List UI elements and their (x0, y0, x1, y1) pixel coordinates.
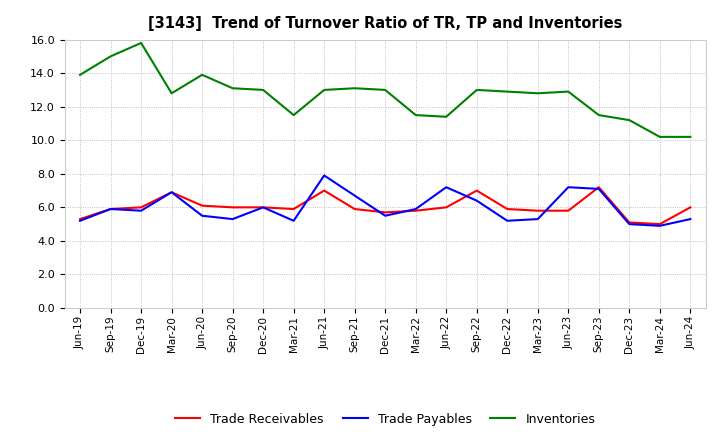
Trade Receivables (534, 208, 542, 213)
Trade Payables (534, 216, 542, 222)
Trade Receivables (107, 206, 115, 212)
Trade Payables (258, 205, 267, 210)
Inventories (564, 89, 572, 94)
Inventories (167, 91, 176, 96)
Inventories (107, 54, 115, 59)
Inventories (198, 72, 207, 77)
Trade Receivables (320, 188, 328, 193)
Inventories (503, 89, 512, 94)
Trade Receivables (411, 208, 420, 213)
Trade Receivables (564, 208, 572, 213)
Trade Receivables (289, 206, 298, 212)
Trade Receivables (503, 206, 512, 212)
Inventories (442, 114, 451, 119)
Trade Receivables (167, 190, 176, 195)
Inventories (411, 113, 420, 118)
Inventories (228, 86, 237, 91)
Inventories (76, 72, 84, 77)
Title: [3143]  Trend of Turnover Ratio of TR, TP and Inventories: [3143] Trend of Turnover Ratio of TR, TP… (148, 16, 622, 32)
Trade Receivables (595, 185, 603, 190)
Trade Payables (655, 223, 664, 228)
Trade Payables (411, 206, 420, 212)
Trade Receivables (381, 210, 390, 215)
Inventories (655, 134, 664, 139)
Inventories (258, 87, 267, 92)
Trade Payables (472, 198, 481, 203)
Trade Payables (198, 213, 207, 218)
Inventories (625, 117, 634, 123)
Trade Receivables (472, 188, 481, 193)
Trade Receivables (625, 220, 634, 225)
Trade Payables (289, 218, 298, 224)
Inventories (534, 91, 542, 96)
Trade Payables (564, 185, 572, 190)
Line: Trade Payables: Trade Payables (80, 176, 690, 226)
Trade Receivables (76, 216, 84, 222)
Trade Payables (381, 213, 390, 218)
Trade Receivables (137, 205, 145, 210)
Trade Receivables (198, 203, 207, 208)
Inventories (381, 87, 390, 92)
Line: Inventories: Inventories (80, 43, 690, 137)
Trade Receivables (655, 221, 664, 227)
Inventories (595, 113, 603, 118)
Trade Payables (107, 206, 115, 212)
Trade Payables (595, 186, 603, 191)
Trade Payables (137, 208, 145, 213)
Line: Trade Receivables: Trade Receivables (80, 187, 690, 224)
Trade Receivables (351, 206, 359, 212)
Inventories (686, 134, 695, 139)
Trade Payables (686, 216, 695, 222)
Trade Payables (442, 185, 451, 190)
Inventories (137, 40, 145, 46)
Inventories (351, 86, 359, 91)
Trade Payables (625, 221, 634, 227)
Trade Payables (503, 218, 512, 224)
Inventories (472, 87, 481, 92)
Trade Receivables (686, 205, 695, 210)
Legend: Trade Receivables, Trade Payables, Inventories: Trade Receivables, Trade Payables, Inven… (170, 407, 600, 431)
Trade Receivables (258, 205, 267, 210)
Trade Payables (76, 218, 84, 224)
Trade Payables (351, 193, 359, 198)
Trade Receivables (442, 205, 451, 210)
Trade Payables (320, 173, 328, 178)
Trade Payables (167, 190, 176, 195)
Trade Receivables (228, 205, 237, 210)
Inventories (289, 113, 298, 118)
Inventories (320, 87, 328, 92)
Trade Payables (228, 216, 237, 222)
